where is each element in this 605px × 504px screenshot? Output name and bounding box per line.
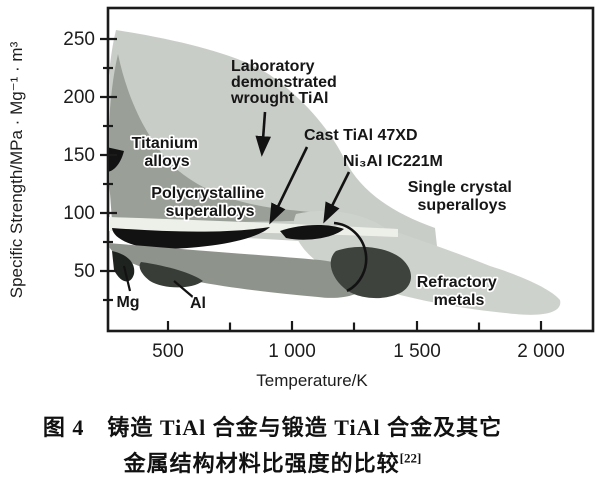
caption-line-2-text: 金属结构材料比强度的比较 <box>123 450 400 476</box>
x-tick-label: 1 500 <box>393 341 441 362</box>
material-regions <box>109 30 561 315</box>
x-tick-labels: 500 1 000 1 500 2 000 <box>152 341 565 362</box>
x-tick-label: 500 <box>152 341 184 362</box>
x-axis-title: Temperature/K <box>256 371 368 390</box>
y-tick-label: 250 <box>63 29 95 50</box>
label-line: superalloys <box>166 203 255 220</box>
y-axis-ticks <box>100 37 117 302</box>
x-tick-label: 2 000 <box>517 341 565 362</box>
label-line: Single crystal <box>408 179 512 196</box>
label-single-crystal-superalloys: Single crystal superalloys <box>408 179 517 214</box>
leader-mg <box>122 265 132 292</box>
wedge-dark-left <box>109 147 124 172</box>
y-tick-labels: 250 200 150 100 50 <box>63 29 95 282</box>
caption-reference: [22] <box>399 450 422 466</box>
arrow-cast-tial <box>269 146 309 225</box>
y-tick-label: 100 <box>63 203 95 224</box>
label-polycrystalline-superalloys: Polycrystalline superalloys <box>151 185 268 220</box>
y-tick-label: 150 <box>63 145 95 166</box>
y-tick-label: 50 <box>74 261 95 282</box>
region-al <box>139 262 203 288</box>
label-ni3al-ic221m: Ni₃Al IC221M <box>343 153 443 170</box>
annotation-arrows <box>122 111 351 299</box>
label-line: Laboratory <box>231 58 315 75</box>
label-line: wrought TiAl <box>230 90 328 107</box>
label-cast-tial-47xd: Cast TiAl 47XD <box>304 127 418 144</box>
label-titanium-alloys: Titanium alloys <box>132 135 203 170</box>
label-line: superalloys <box>418 197 507 214</box>
caption-line-2: 金属结构材料比强度的比较[22] <box>10 446 535 482</box>
label-mg: Mg <box>116 294 139 311</box>
caption-line-1: 图 4 铸造 TiAl 合金与锻造 TiAl 合金及其它 <box>42 415 503 440</box>
label-refractory-metals: Refractory metals <box>417 274 501 309</box>
arrow-ni3al <box>323 171 351 224</box>
label-al: Al <box>190 295 206 312</box>
region-superalloys-body <box>109 243 372 298</box>
label-line: demonstrated <box>231 74 337 91</box>
label-laboratory-wrought-tial: Laboratory demonstrated wrought TiAl <box>230 58 341 107</box>
label-line: metals <box>434 292 485 309</box>
label-line: Titanium <box>132 135 198 152</box>
x-tick-label: 1 000 <box>268 341 316 362</box>
x-axis-ticks <box>166 321 543 331</box>
region-refractory-metals <box>330 246 411 299</box>
leader-al <box>173 280 195 299</box>
chart-canvas: 250 200 150 100 50 500 1 000 1 500 2 000… <box>7 6 595 390</box>
cast-region-arc <box>333 221 368 293</box>
label-line: Polycrystalline <box>151 185 264 202</box>
figure-caption: 图 4 铸造 TiAl 合金与锻造 TiAl 合金及其它 金属结构材料比强度的比… <box>0 400 605 481</box>
label-line: alloys <box>144 153 189 170</box>
label-line: Refractory <box>417 274 497 291</box>
region-ni3al-lens <box>280 225 344 240</box>
arrow-wrought-tial <box>255 111 272 157</box>
region-titanium-polycrystalline <box>109 54 352 222</box>
y-axis-title: Specific Strength/MPa · Mg⁻¹ · m³ <box>7 41 26 298</box>
region-cast-tial-band <box>112 227 270 249</box>
y-tick-label: 200 <box>63 87 95 108</box>
